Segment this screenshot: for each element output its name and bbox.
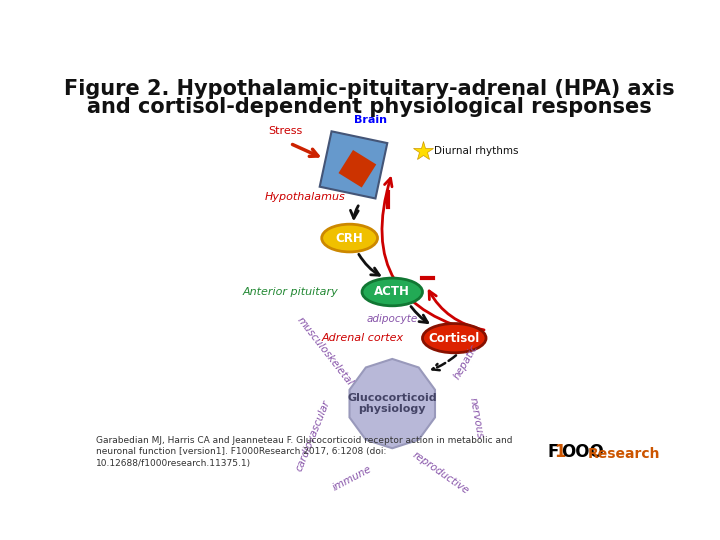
Text: Diurnal rhythms: Diurnal rhythms — [434, 146, 518, 156]
Text: 1: 1 — [554, 443, 566, 461]
Ellipse shape — [362, 278, 423, 306]
Text: CRH: CRH — [336, 232, 364, 245]
Text: and cortisol-dependent physiological responses: and cortisol-dependent physiological res… — [86, 97, 652, 117]
Text: reproductive: reproductive — [411, 450, 471, 496]
Polygon shape — [320, 131, 387, 199]
Text: Glucocorticoid
physiology: Glucocorticoid physiology — [348, 393, 437, 414]
Text: Cortisol: Cortisol — [428, 332, 480, 345]
Text: musculoskeletal: musculoskeletal — [295, 315, 355, 388]
Text: hepatic: hepatic — [452, 342, 480, 381]
Polygon shape — [338, 150, 377, 187]
Text: Research: Research — [588, 447, 660, 461]
Text: F: F — [547, 443, 559, 461]
Text: immune: immune — [331, 464, 374, 493]
Text: nervous: nervous — [468, 397, 485, 440]
Text: Anterior pituitary: Anterior pituitary — [242, 287, 338, 297]
Ellipse shape — [322, 224, 377, 252]
Text: Stress: Stress — [268, 126, 302, 136]
Text: Hypothalamus: Hypothalamus — [265, 192, 346, 202]
Text: Brain: Brain — [354, 115, 387, 125]
Text: Figure 2. Hypothalamic-pituitary-adrenal (HPA) axis: Figure 2. Hypothalamic-pituitary-adrenal… — [63, 79, 675, 99]
Text: Adrenal cortex: Adrenal cortex — [322, 333, 404, 343]
Text: cardiovascular: cardiovascular — [294, 398, 332, 472]
Text: adipocyte: adipocyte — [366, 314, 418, 324]
Ellipse shape — [423, 323, 486, 353]
Polygon shape — [349, 359, 435, 448]
Text: ACTH: ACTH — [374, 286, 410, 299]
Text: Garabedian MJ, Harris CA and Jeanneteau F. Glucocorticoid receptor action in met: Garabedian MJ, Harris CA and Jeanneteau … — [96, 436, 513, 468]
Text: OOO: OOO — [561, 443, 604, 461]
